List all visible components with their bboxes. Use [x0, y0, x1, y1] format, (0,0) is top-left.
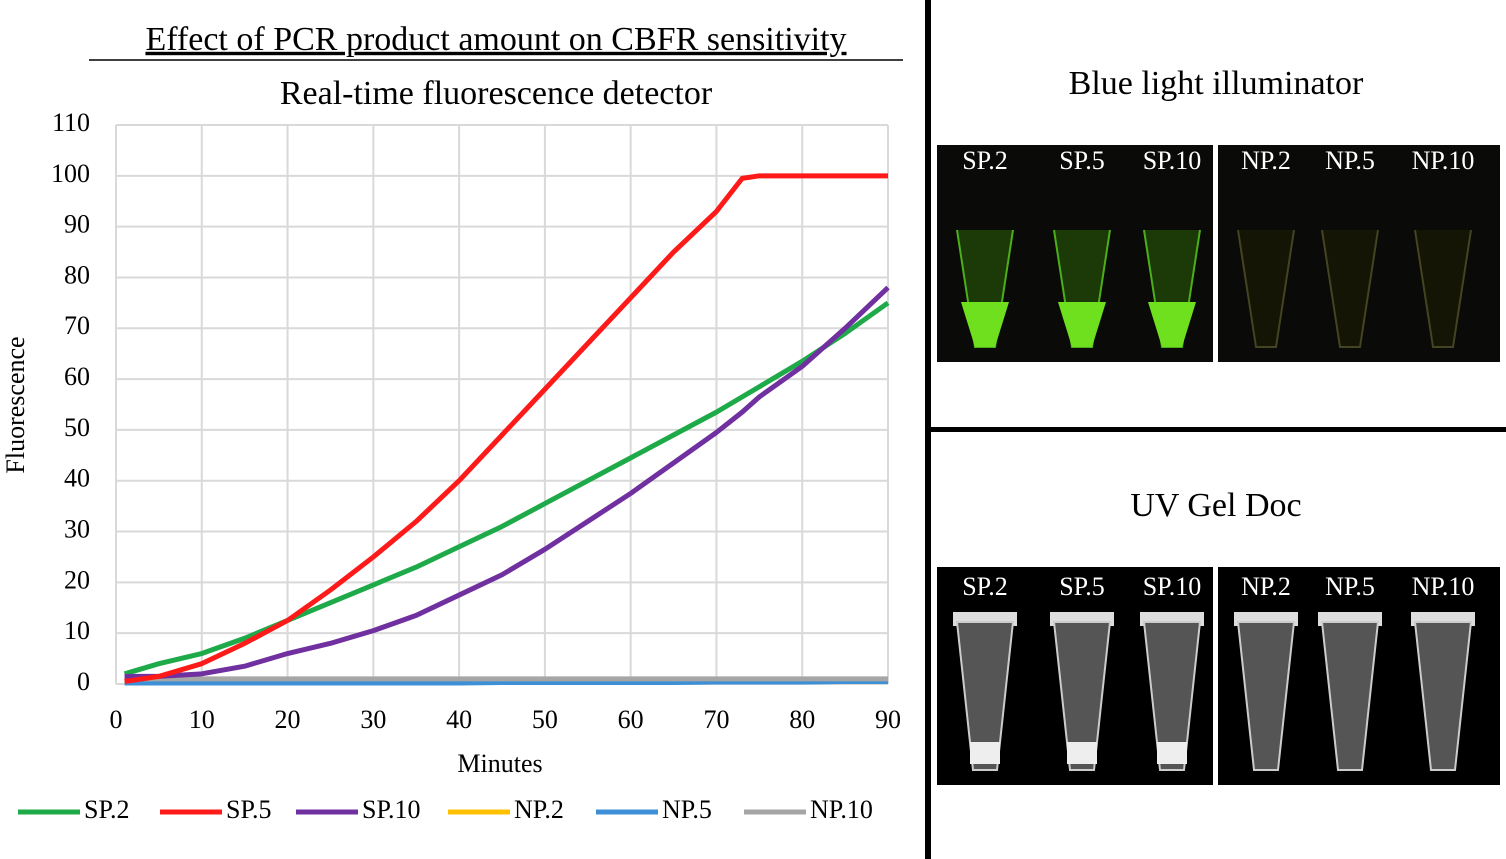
y-tick-label: 80: [64, 260, 90, 289]
tube-label: SP.5: [1059, 572, 1105, 601]
tube-liquid: [1067, 742, 1097, 764]
tube-label: SP.5: [1059, 146, 1105, 175]
legend-label: SP.10: [362, 795, 421, 824]
y-tick-label: 50: [64, 413, 90, 442]
tube-label: NP.5: [1325, 572, 1375, 601]
tube-label: NP.5: [1325, 146, 1375, 175]
tube-label: SP.10: [1143, 572, 1202, 601]
chart-subtitle: Real-time fluorescence detector: [280, 75, 713, 112]
x-tick-label: 10: [189, 705, 215, 734]
tube: [1052, 621, 1112, 771]
x-tick-label: 40: [446, 705, 472, 734]
x-tick-label: 90: [875, 705, 901, 734]
tube-label: SP.10: [1143, 146, 1202, 175]
tube: [1237, 229, 1295, 348]
tube-label: NP.2: [1241, 146, 1291, 175]
tube-glow: [1148, 302, 1196, 347]
x-tick-label: 0: [110, 705, 123, 734]
x-tick-label: 20: [275, 705, 301, 734]
tube-label: NP.2: [1241, 572, 1291, 601]
x-tick-label: 70: [703, 705, 729, 734]
tube-glow: [1058, 302, 1106, 347]
tube: [1413, 621, 1473, 771]
y-tick-label: 60: [64, 362, 90, 391]
legend-label: NP.2: [514, 795, 564, 824]
x-axis-label: Minutes: [457, 749, 542, 778]
tube-label: NP.10: [1412, 572, 1475, 601]
panel-title: UV Gel Doc: [1130, 487, 1301, 524]
y-tick-label: 0: [77, 667, 90, 696]
tube: [1142, 621, 1202, 771]
tube: [1320, 621, 1380, 771]
tube: [955, 621, 1015, 771]
legend-label: SP.5: [226, 795, 272, 824]
chart-title: Effect of PCR product amount on CBFR sen…: [145, 21, 846, 58]
x-tick-label: 60: [618, 705, 644, 734]
tube-liquid: [1157, 742, 1187, 764]
y-tick-label: 70: [64, 311, 90, 340]
tube-label: SP.2: [962, 146, 1008, 175]
tube-glow: [961, 302, 1009, 347]
divider: [925, 0, 931, 859]
y-tick-label: 30: [64, 515, 90, 544]
x-tick-label: 30: [360, 705, 386, 734]
tube-label: NP.10: [1412, 146, 1475, 175]
y-tick-label: 40: [64, 464, 90, 493]
y-tick-label: 90: [64, 210, 90, 239]
series-line: [124, 173, 888, 684]
y-tick-label: 100: [51, 159, 90, 188]
y-tick-label: 110: [52, 108, 90, 137]
series-line: [124, 285, 890, 679]
legend-label: NP.10: [810, 795, 873, 824]
panel-title: Blue light illuminator: [1069, 65, 1364, 102]
series-line: [124, 678, 888, 686]
y-axis-label: Fluorescence: [1, 336, 30, 473]
x-tick-label: 50: [532, 705, 558, 734]
tube-liquid: [970, 742, 1000, 764]
legend-label: SP.2: [84, 795, 130, 824]
divider: [931, 427, 1506, 432]
series-line: [123, 300, 890, 677]
tube: [1321, 229, 1379, 348]
tube-label: SP.2: [962, 572, 1008, 601]
legend-label: NP.5: [662, 795, 712, 824]
tube: [1236, 621, 1296, 771]
tube: [1414, 229, 1472, 348]
x-tick-label: 80: [789, 705, 815, 734]
y-tick-label: 10: [64, 616, 90, 645]
y-tick-label: 20: [64, 565, 90, 594]
